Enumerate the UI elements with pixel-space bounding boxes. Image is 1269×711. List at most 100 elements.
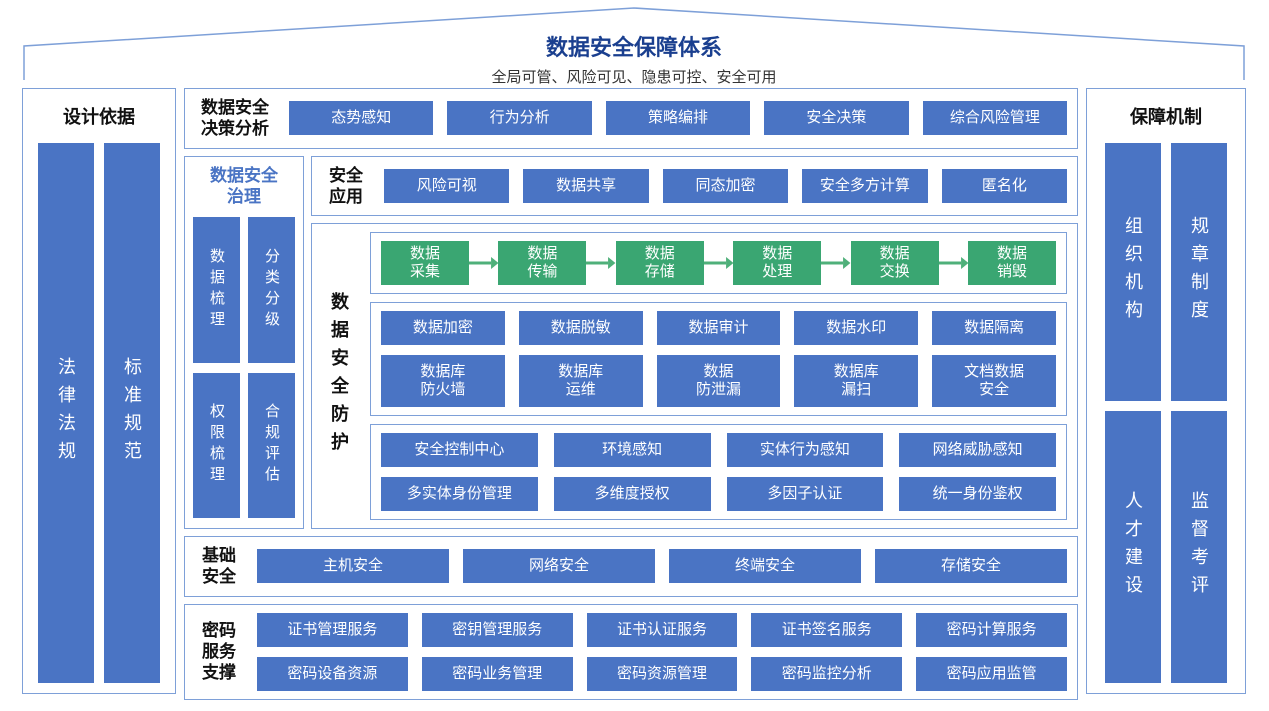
protect-grid1-box: 数据加密数据脱敏数据审计数据水印数据隔离数据库防火墙数据库运维数据防泄漏数据库漏…	[370, 302, 1067, 416]
chip: 风险可视	[384, 169, 509, 203]
decision-row: 数据安全决策分析 态势感知行为分析策略编排安全决策综合风险管理	[184, 88, 1078, 149]
chip: 存储安全	[875, 549, 1067, 583]
app-chips: 风险可视数据共享同态加密安全多方计算匿名化	[384, 169, 1067, 203]
crypto-label: 密码服务支撑	[195, 620, 243, 684]
chip: 密码资源管理	[587, 657, 738, 691]
flow-chip: 数据存储	[616, 241, 704, 285]
chip: 同态加密	[663, 169, 788, 203]
chip: 多因子认证	[727, 477, 884, 511]
flow-chip: 数据交换	[851, 241, 939, 285]
gov-pair-2: 权限梳理 合规评估	[193, 373, 295, 519]
crypto-row: 密码服务支撑 证书管理服务密钥管理服务证书认证服务证书签名服务密码计算服务密码设…	[184, 604, 1078, 700]
chip: 数据防泄漏	[657, 355, 781, 407]
decision-label: 数据安全决策分析	[195, 97, 275, 140]
chip: 数据共享	[523, 169, 648, 203]
flow-chip: 数据传输	[498, 241, 586, 285]
chip: 行为分析	[447, 101, 591, 135]
pillar-standard: 标准规范	[104, 143, 160, 683]
pillar-rules: 规章制度	[1171, 143, 1227, 401]
protect-grid2-box: 安全控制中心环境感知实体行为感知网络威胁感知多实体身份管理多维度授权多因子认证统…	[370, 424, 1067, 520]
chip: 数据水印	[794, 311, 918, 345]
right-title: 保障机制	[1130, 103, 1202, 129]
gov-pill: 数据梳理	[193, 217, 240, 363]
chip: 数据加密	[381, 311, 505, 345]
arrow-icon	[821, 256, 850, 270]
chip: 数据库防火墙	[381, 355, 505, 407]
protect-box: 数据安全防护 数据采集数据传输数据存储数据处理数据交换数据销毁 数据加密数据脱敏…	[311, 223, 1078, 529]
chip: 证书签名服务	[751, 613, 902, 647]
pillar-org: 组织机构	[1105, 143, 1161, 401]
chip: 实体行为感知	[727, 433, 884, 467]
chip: 网络安全	[463, 549, 655, 583]
chip: 匿名化	[942, 169, 1067, 203]
crypto-grid: 证书管理服务密钥管理服务证书认证服务证书签名服务密码计算服务密码设备资源密码业务…	[257, 613, 1067, 691]
arrow-icon	[586, 256, 615, 270]
base-chips: 主机安全网络安全终端安全存储安全	[257, 549, 1067, 583]
pillar-talent: 人才建设	[1105, 411, 1161, 683]
chip: 多维度授权	[554, 477, 711, 511]
chip: 数据审计	[657, 311, 781, 345]
arrow-icon	[469, 256, 498, 270]
flow-box: 数据采集数据传输数据存储数据处理数据交换数据销毁	[370, 232, 1067, 294]
chip: 态势感知	[289, 101, 433, 135]
left-pillars: 法律法规 标准规范	[31, 143, 167, 683]
pillar-law: 法律法规	[38, 143, 94, 683]
protect-body: 数据采集数据传输数据存储数据处理数据交换数据销毁 数据加密数据脱敏数据审计数据水…	[370, 232, 1067, 520]
chip: 多实体身份管理	[381, 477, 538, 511]
chip: 安全多方计算	[802, 169, 927, 203]
chip: 网络威胁感知	[899, 433, 1056, 467]
chip: 统一身份鉴权	[899, 477, 1056, 511]
arrow-icon	[704, 256, 733, 270]
main-title: 数据安全保障体系	[22, 4, 1246, 62]
protect-grid1: 数据加密数据脱敏数据审计数据水印数据隔离数据库防火墙数据库运维数据防泄漏数据库漏…	[381, 311, 1056, 407]
chip: 数据隔离	[932, 311, 1056, 345]
pillar-audit: 监督考评	[1171, 411, 1227, 683]
chip: 密钥管理服务	[422, 613, 573, 647]
chip: 文档数据安全	[932, 355, 1056, 407]
gov-pill: 合规评估	[248, 373, 295, 519]
right-pillars-top: 组织机构 规章制度	[1095, 143, 1237, 401]
flow-chip: 数据处理	[733, 241, 821, 285]
chip: 证书认证服务	[587, 613, 738, 647]
governance-title: 数据安全治理	[193, 165, 295, 208]
chip: 安全决策	[764, 101, 908, 135]
chip: 环境感知	[554, 433, 711, 467]
main-subtitle: 全局可管、风险可见、隐患可控、安全可用	[22, 66, 1246, 87]
app-row: 安全应用 风险可视数据共享同态加密安全多方计算匿名化	[311, 156, 1078, 217]
base-label: 基础安全	[195, 545, 243, 588]
left-title: 设计依据	[63, 103, 135, 129]
chip: 安全控制中心	[381, 433, 538, 467]
mid-right: 安全应用 风险可视数据共享同态加密安全多方计算匿名化 数据安全防护 数据采集数据…	[311, 156, 1078, 530]
gov-pair-1: 数据梳理 分类分级	[193, 217, 295, 363]
gov-pill: 权限梳理	[193, 373, 240, 519]
chip: 密码设备资源	[257, 657, 408, 691]
right-pillars-bottom: 人才建设 监督考评	[1095, 411, 1237, 683]
protect-label: 数据安全防护	[318, 232, 360, 520]
chip: 数据库运维	[519, 355, 643, 407]
gov-pill: 分类分级	[248, 217, 295, 363]
protect-grid2: 安全控制中心环境感知实体行为感知网络威胁感知多实体身份管理多维度授权多因子认证统…	[381, 433, 1056, 511]
chip: 数据库漏扫	[794, 355, 918, 407]
main-columns: 设计依据 法律法规 标准规范 数据安全决策分析 态势感知行为分析策略编排安全决策…	[22, 88, 1246, 694]
chip: 密码应用监管	[916, 657, 1067, 691]
mid-wrap: 数据安全治理 数据梳理 分类分级 权限梳理 合规评估 安全应用 风险可视数据共享…	[184, 156, 1078, 530]
roof-header: 数据安全保障体系 全局可管、风险可见、隐患可控、安全可用	[22, 4, 1246, 82]
decision-chips: 态势感知行为分析策略编排安全决策综合风险管理	[289, 101, 1067, 135]
chip: 密码计算服务	[916, 613, 1067, 647]
flow-row: 数据采集数据传输数据存储数据处理数据交换数据销毁	[381, 241, 1056, 285]
base-row: 基础安全 主机安全网络安全终端安全存储安全	[184, 536, 1078, 597]
flow-chip: 数据销毁	[968, 241, 1056, 285]
chip: 终端安全	[669, 549, 861, 583]
flow-chip: 数据采集	[381, 241, 469, 285]
arrow-icon	[939, 256, 968, 270]
chip: 策略编排	[606, 101, 750, 135]
chip: 密码监控分析	[751, 657, 902, 691]
center-column: 数据安全决策分析 态势感知行为分析策略编排安全决策综合风险管理 数据安全治理 数…	[184, 88, 1078, 694]
chip: 数据脱敏	[519, 311, 643, 345]
right-column: 保障机制 组织机构 规章制度 人才建设 监督考评	[1086, 88, 1246, 694]
left-column: 设计依据 法律法规 标准规范	[22, 88, 176, 694]
app-label: 安全应用	[322, 165, 370, 208]
chip: 密码业务管理	[422, 657, 573, 691]
chip: 综合风险管理	[923, 101, 1067, 135]
governance-box: 数据安全治理 数据梳理 分类分级 权限梳理 合规评估	[184, 156, 304, 530]
